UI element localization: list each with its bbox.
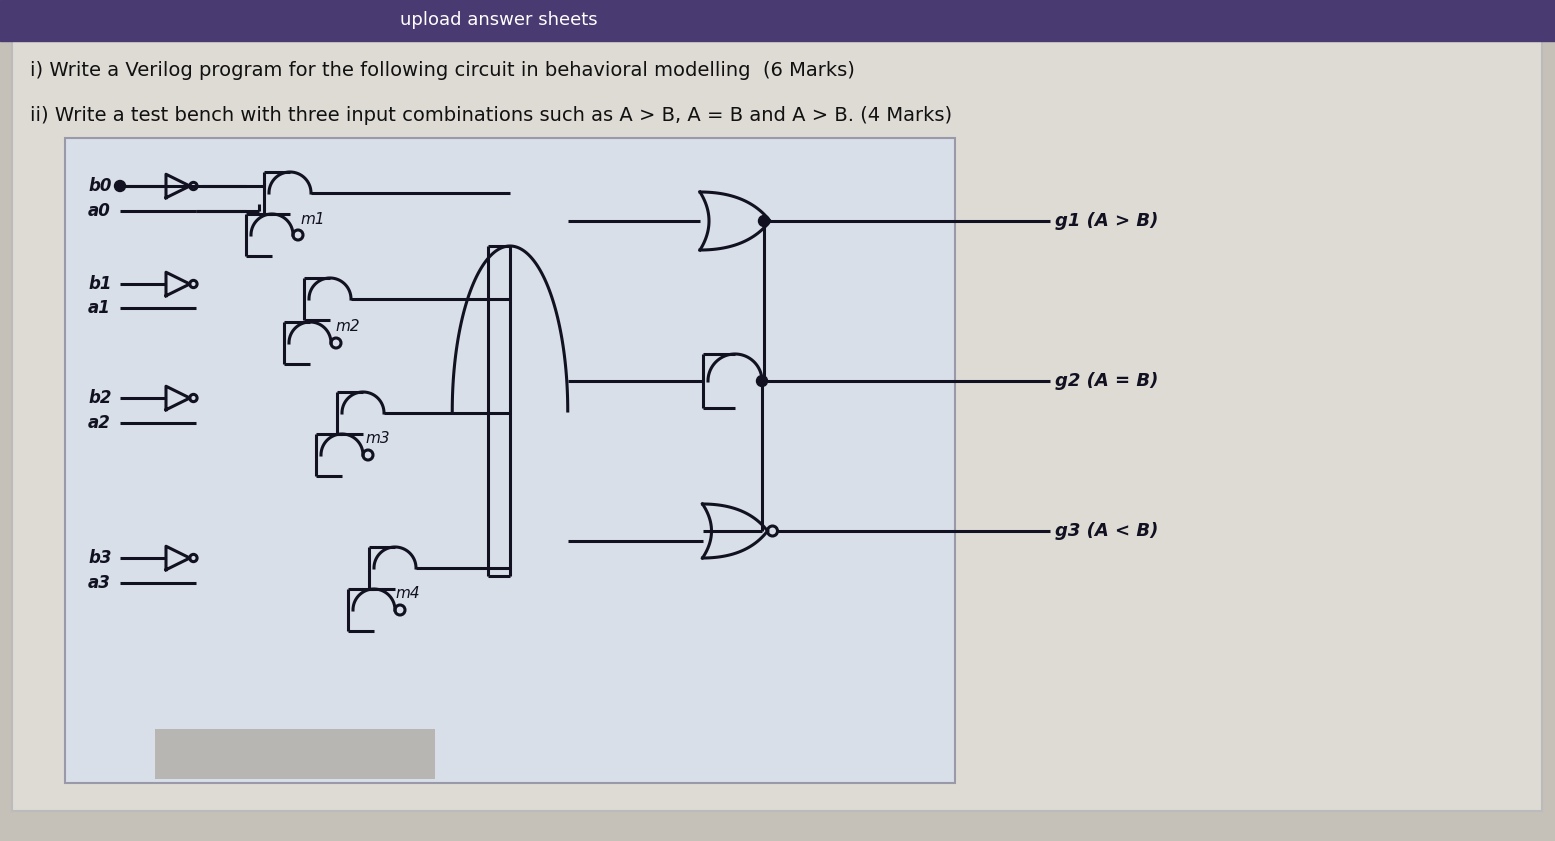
Bar: [0, 0, 1555, 41]
Text: m3: m3: [365, 431, 390, 446]
Text: b2: b2: [89, 389, 112, 407]
Text: upload answer sheets: upload answer sheets: [400, 11, 597, 29]
Circle shape: [756, 375, 768, 387]
Text: g2 (A = B): g2 (A = B): [1054, 372, 1158, 390]
Text: a2: a2: [89, 414, 110, 432]
Text: b0: b0: [89, 177, 112, 195]
Bar: [156, 729, 435, 779]
Text: m4: m4: [395, 585, 420, 600]
Text: b3: b3: [89, 549, 112, 567]
Circle shape: [759, 215, 770, 226]
Text: a0: a0: [89, 202, 110, 220]
FancyBboxPatch shape: [65, 138, 955, 783]
Text: ii) Write a test bench with three input combinations such as A > B, A = B and A : ii) Write a test bench with three input …: [30, 106, 952, 125]
FancyBboxPatch shape: [12, 21, 1543, 811]
Text: a1: a1: [89, 299, 110, 317]
Text: m1: m1: [300, 211, 325, 226]
Text: a3: a3: [89, 574, 110, 592]
Text: b1: b1: [89, 275, 112, 293]
Text: i) Write a Verilog program for the following circuit in behavioral modelling  (6: i) Write a Verilog program for the follo…: [30, 61, 855, 80]
Text: g1 (A > B): g1 (A > B): [1054, 212, 1158, 230]
Text: m2: m2: [334, 319, 359, 334]
Text: g3 (A < B): g3 (A < B): [1054, 522, 1158, 540]
Circle shape: [115, 181, 126, 192]
